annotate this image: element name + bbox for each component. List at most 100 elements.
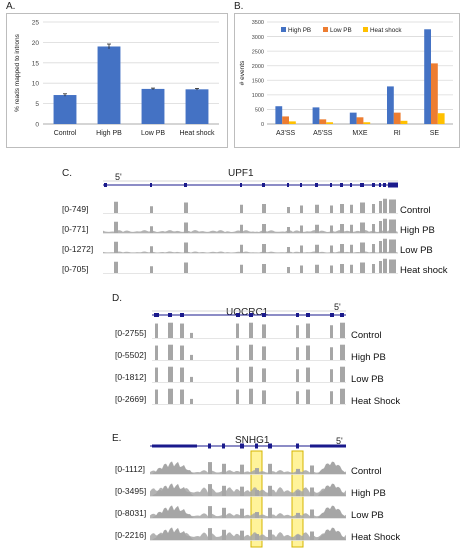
range-label: [0-5502] [115,350,147,360]
coverage-peak [190,398,193,404]
exon [180,313,184,317]
coverage-peak [208,506,212,518]
coverage-peak [249,344,253,360]
coverage-peak [168,344,173,360]
coverage-background [150,513,346,518]
y-tick-label: 1500 [252,78,264,84]
x-tick-label: A3'SS [276,130,296,137]
coverage-peak [168,366,173,382]
coverage-peak [340,388,345,404]
coverage-peak [383,218,387,233]
exon [154,313,159,317]
coverage-peak [255,534,259,540]
x-tick-label: MXE [352,130,368,137]
coverage-peak [268,529,272,540]
range-label: [0-2669] [115,394,147,404]
coverage-peak [340,224,344,233]
y-tick-label: 1000 [252,93,264,99]
coverage-peak [236,389,239,404]
coverage-peak [340,264,344,273]
coverage-peak [150,246,153,253]
coverage-background [103,251,398,253]
coverage-peak [255,468,259,474]
panel-label-e: E. [112,433,122,444]
bar [363,122,371,124]
bar [53,95,77,124]
coverage-background [150,487,346,496]
coverage-peak [306,367,310,382]
exon [184,183,187,187]
track-panel-e: SNHG1 5' [0-1112] [0-3495] [0-8031] [0-2… [0,433,466,550]
coverage-peak [249,322,253,338]
coverage-peak [340,344,345,360]
x-tick-label: SE [430,130,440,137]
coverage-peak [340,244,344,253]
coverage-peak [360,262,365,273]
coverage-peak [240,224,243,233]
coverage-peak [114,201,118,213]
coverage-peak [262,244,266,253]
coverage-peak [249,366,253,382]
condition-label: Low PB [351,374,384,385]
coverage-peak [240,530,244,540]
bar [437,113,445,124]
coverage-peak [383,258,387,273]
exon [350,183,352,187]
coverage-peak [300,225,303,233]
coverage-peak [372,244,375,253]
coverage-peak [300,245,303,253]
exon [330,313,334,317]
bar [282,116,289,124]
coverage-peak [315,224,319,233]
bar [275,106,283,124]
y-tick-label: 2500 [252,49,264,55]
bar [97,46,121,125]
coverage-peak [262,224,266,233]
exon [287,183,289,187]
coverage-peak [389,199,396,213]
legend-swatch [323,27,328,32]
condition-label: High PB [351,488,386,499]
coverage-peak [306,389,310,404]
coverage-peak [310,531,314,540]
coverage-peak [315,264,319,273]
y-tick-label: 10 [32,81,40,88]
y-tick-label: 3500 [252,20,264,26]
coverage-peak [330,205,333,213]
coverage-hill [318,527,346,540]
exon [168,313,172,317]
y-tick-label: 25 [32,20,40,27]
coverage-peak [287,227,290,233]
coverage-peak [340,204,344,213]
condition-label: Low PB [400,245,433,256]
gene-name-c: UPF1 [228,168,254,179]
coverage-peak [262,264,266,273]
bar [400,120,408,124]
exon [330,183,332,187]
bar [387,86,394,124]
exon [360,183,364,187]
coverage-peak [222,463,226,474]
range-label: [0-749] [62,204,89,214]
coverage-peak [240,204,243,213]
five-prime-d: 5' [334,302,341,312]
coverage-peak [330,265,333,273]
coverage-peak [249,388,253,404]
condition-label: High PB [400,225,435,236]
y-tick-label: 500 [255,108,264,114]
x-tick-label: Low PB [141,130,165,137]
bar [289,121,296,124]
coverage-peak [180,367,184,382]
y-tick-label: 15 [32,60,40,67]
coverage-peak [296,534,300,540]
coverage-peak [296,325,299,338]
coverage-peak [330,245,333,253]
tracks-c [103,180,398,274]
coverage-background [103,230,398,233]
x-tick-label: High PB [96,130,122,137]
legend-label: High PB [288,27,311,34]
coverage-peak [287,207,290,213]
coverage-peak [180,345,184,360]
condition-label: Heat Shock [351,532,401,543]
coverage-peak [155,389,158,404]
